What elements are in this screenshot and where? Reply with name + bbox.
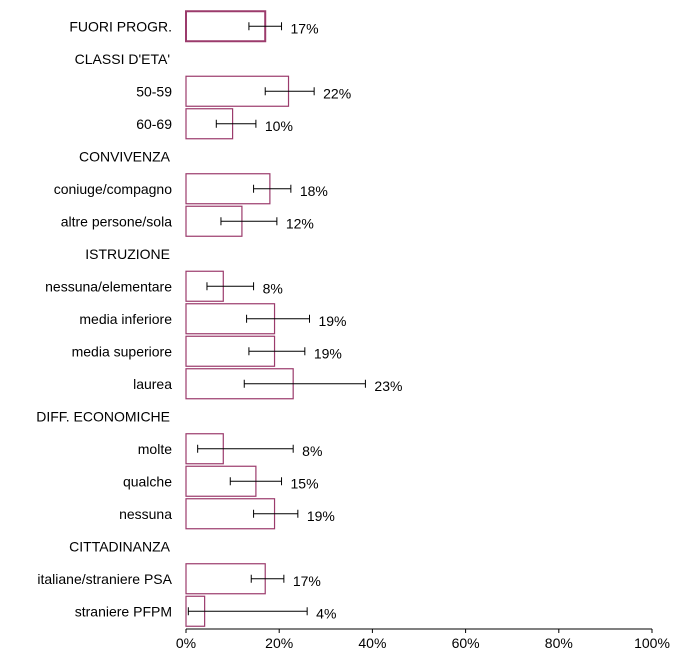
bar-row: italiane/straniere PSA 17%	[37, 563, 321, 595]
error-bar	[246, 314, 310, 323]
data-label: 19%	[314, 345, 342, 361]
error-bar	[248, 22, 283, 31]
bar-row: FUORI PROGR. 17%	[69, 10, 319, 43]
data-label: 8%	[302, 443, 322, 459]
bar-row: straniere PFPM 4%	[75, 595, 336, 627]
x-tick-label: 40%	[358, 635, 386, 651]
data-label: 17%	[293, 573, 321, 589]
bar-row: media superiore 19%	[72, 335, 342, 367]
error-bar	[197, 444, 294, 453]
category-label: nessuna	[119, 506, 172, 522]
x-tick-label: 100%	[634, 635, 670, 651]
data-label: 10%	[265, 118, 293, 134]
bar-row: 60-69 10%	[136, 108, 293, 140]
category-label: qualche	[123, 473, 172, 489]
category-label: media inferiore	[79, 311, 172, 327]
data-label: 15%	[291, 475, 319, 491]
data-label: 4%	[316, 605, 336, 621]
group-header-label: CLASSI D'ETA'	[75, 51, 170, 67]
error-bar	[187, 607, 308, 616]
category-label: FUORI PROGR.	[69, 18, 172, 34]
error-bar	[248, 347, 306, 356]
group-header-label: DIFF. ECONOMICHE	[36, 408, 170, 424]
group-header: DIFF. ECONOMICHE	[36, 408, 170, 424]
category-label: media superiore	[72, 343, 173, 359]
error-bar	[253, 184, 292, 193]
group-header: CONVIVENZA	[79, 148, 171, 164]
bar-row: molte 8%	[138, 433, 322, 465]
error-bar	[206, 282, 255, 291]
error-bar	[250, 574, 285, 583]
x-tick-label: 0%	[176, 635, 196, 651]
x-tick-label: 20%	[265, 635, 293, 651]
group-header: CITTADINANZA	[69, 538, 171, 554]
data-label: 17%	[291, 20, 319, 36]
category-label: straniere PFPM	[75, 603, 172, 619]
x-axis: 0% 20% 40% 60% 80% 100%	[176, 628, 670, 651]
category-label: italiane/straniere PSA	[37, 571, 172, 587]
group-header-label: ISTRUZIONE	[85, 246, 170, 262]
bar-row: nessuna 19%	[119, 498, 335, 530]
bar-row: 50-59 22%	[136, 75, 351, 107]
bar-row: nessuna/elementare 8%	[45, 270, 283, 302]
data-label: 12%	[286, 215, 314, 231]
group-header-label: CITTADINANZA	[69, 538, 171, 554]
category-label: laurea	[133, 376, 172, 392]
data-label: 8%	[263, 280, 283, 296]
data-label: 19%	[307, 508, 335, 524]
error-bar	[229, 477, 283, 486]
bar-row: media inferiore 19%	[79, 303, 347, 335]
data-label: 18%	[300, 183, 328, 199]
x-tick-label: 60%	[452, 635, 480, 651]
x-tick-label: 80%	[545, 635, 573, 651]
category-label: coniuge/compagno	[54, 181, 173, 197]
error-bar	[243, 379, 366, 388]
category-label: 50-59	[136, 83, 172, 99]
error-bar	[220, 217, 278, 226]
bar	[185, 205, 243, 237]
data-label: 22%	[323, 85, 351, 101]
category-label: nessuna/elementare	[45, 278, 172, 294]
group-header: ISTRUZIONE	[85, 246, 170, 262]
error-bar	[215, 119, 257, 128]
bar-row: qualche 15%	[123, 465, 319, 497]
bar-row: coniuge/compagno 18%	[54, 173, 328, 205]
bar-row: laurea 23%	[133, 368, 402, 400]
category-label: 60-69	[136, 116, 172, 132]
bar-row: altre persone/sola 12%	[61, 205, 314, 237]
category-label: altre persone/sola	[61, 213, 173, 229]
error-bar	[264, 87, 315, 96]
data-label: 19%	[318, 313, 346, 329]
category-label: molte	[138, 441, 172, 457]
data-label: 23%	[374, 378, 402, 394]
chart-rows: FUORI PROGR. 17% CLASSI D'ETA' 50-59 22% 60-6…	[36, 10, 402, 627]
group-header: CLASSI D'ETA'	[75, 51, 170, 67]
error-bar	[253, 509, 299, 518]
group-header-label: CONVIVENZA	[79, 148, 171, 164]
